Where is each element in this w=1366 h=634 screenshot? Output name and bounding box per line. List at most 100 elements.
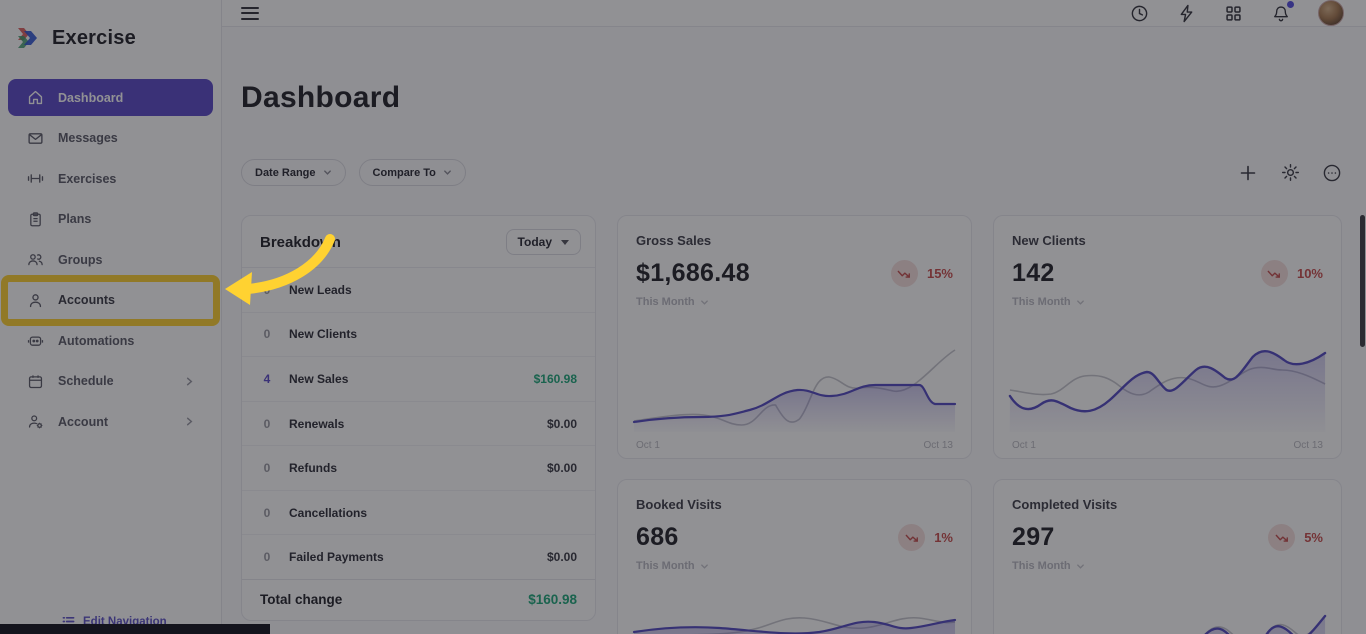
trend-down-icon [890,260,918,287]
clipboard-icon [26,210,44,228]
sidebar-item-groups[interactable]: Groups [8,241,213,278]
card-title: Booked Visits [636,497,722,512]
card-title: New Clients [1012,233,1086,248]
change-percent: 10% [1296,266,1323,281]
sidebar-item-accounts[interactable]: Accounts [1,274,220,326]
brand-name: Exercise [52,26,136,49]
breakdown-header: Breakdown Today [242,216,595,268]
change-indicator: 10% [1260,260,1323,287]
settings-gear-icon[interactable] [1280,163,1300,183]
breakdown-title: Breakdown [260,233,341,251]
breakdown-row-refunds: 0 Refunds $0.00 [242,446,595,491]
row-label: New Clients [289,327,358,342]
content: Dashboard Date Range Compare To [222,27,1366,634]
avatar[interactable] [1318,0,1344,26]
dumbbell-icon [26,170,44,188]
sidebar-item-label: Automations [58,333,135,348]
row-count: 0 [263,282,271,297]
sidebar-item-label: Schedule [58,374,114,388]
chevron-right-icon [184,376,195,387]
x-axis-start: Oct 1 [1012,440,1036,451]
sidebar-item-label: Account [58,414,108,429]
home-icon [26,89,44,107]
breakdown-rows: 0 New Leads 0 New Clients 4 New Sales [242,268,595,579]
chevron-right-icon [184,416,195,427]
row-count: 4 [263,371,271,386]
row-label: Cancellations [289,505,368,520]
sidebar-item-label: Exercises [58,171,117,186]
sparkline-chart [1006,344,1329,432]
sidebar-item-schedule[interactable]: Schedule [8,363,213,400]
clock-icon[interactable] [1130,4,1149,23]
sidebar-item-label: Groups [58,252,103,267]
compare-to-button[interactable]: Compare To [358,159,466,186]
breakdown-total-row: Total change $160.98 [242,579,595,620]
change-indicator: 5% [1268,524,1323,551]
robot-icon [26,332,44,350]
sidebar-item-dashboard[interactable]: Dashboard [8,79,213,116]
dashboard-actions [1238,163,1342,183]
add-widget-plus-icon[interactable] [1238,163,1258,183]
cards-grid: Gross Sales $1,686.48 15% This Month [241,215,1342,634]
sidebar-item-label: Messages [58,131,118,145]
row-count: 0 [263,327,271,342]
change-percent: 5% [1304,530,1323,545]
compare-to-label: Compare To [372,166,436,179]
row-label: Failed Payments [289,550,384,565]
sidebar-item-messages[interactable]: Messages [8,120,213,157]
sidebar-item-label: Accounts [58,293,115,307]
card-title: Gross Sales [636,233,712,248]
stat-card-gross-sales: Gross Sales $1,686.48 15% This Month [617,215,972,459]
lightning-icon[interactable] [1177,4,1196,23]
change-indicator: 1% [898,524,953,551]
breakdown-panel: Breakdown Today 0 New Leads [241,215,596,621]
period-selector[interactable]: This Month [636,560,953,572]
stat-card-booked-visits: Booked Visits 686 1% This Month [617,479,972,634]
breakdown-row-new-sales: 4 New Sales $160.98 [242,357,595,402]
sidebar-item-automations[interactable]: Automations [8,322,213,359]
breakdown-row-cancellations: 0 Cancellations [242,491,595,536]
x-axis-end: Oct 13 [1293,440,1323,451]
sidebar-item-account[interactable]: Account [8,403,213,440]
sidebar-item-label: Dashboard [58,90,124,105]
card-title: Completed Visits [1012,497,1118,512]
card-value: $1,686.48 [636,259,750,287]
row-label: New Leads [289,282,352,297]
apps-grid-icon[interactable] [1224,4,1243,23]
sidebar-item-exercises[interactable]: Exercises [8,160,213,197]
x-axis-start: Oct 1 [636,440,660,451]
period-selector[interactable]: This Month [636,296,953,308]
total-value: $160.98 [528,592,577,607]
sidebar: Exercise Dashboard Messages Exercises [0,0,222,634]
trend-down-icon [1260,260,1288,287]
more-options-ellipsis-icon[interactable] [1322,163,1342,183]
period-label: This Month [636,296,695,308]
page-title: Dashboard [241,81,401,114]
stat-card-new-clients: New Clients 142 10% This Month [993,215,1342,459]
sidebar-nav: Dashboard Messages Exercises Plans [0,79,221,440]
hamburger-menu-icon[interactable] [241,6,259,20]
change-percent: 1% [934,530,953,545]
row-value: $0.00 [546,550,577,565]
sidebar-item-plans[interactable]: Plans [8,201,213,238]
trend-down-icon [898,524,926,551]
breakdown-row-failed-payments: 0 Failed Payments $0.00 [242,535,595,579]
notifications-bell-icon[interactable] [1271,0,1294,23]
total-label: Total change [260,592,343,607]
scrollbar-track [1359,35,1366,634]
period-selector[interactable]: This Month [1012,560,1323,572]
change-indicator: 15% [890,260,953,287]
date-range-label: Date Range [255,166,316,179]
row-label: Refunds [289,461,337,476]
period-label: This Month [636,560,695,572]
scrollbar-thumb[interactable] [1360,215,1365,347]
sparkline-chart [630,344,959,432]
date-range-button[interactable]: Date Range [241,159,346,186]
row-count: 0 [263,550,271,565]
row-count: 0 [263,461,271,476]
breakdown-range-select[interactable]: Today [505,229,581,255]
chevron-down-icon [443,168,452,177]
period-selector[interactable]: This Month [1012,296,1323,308]
row-label: Renewals [289,416,345,431]
